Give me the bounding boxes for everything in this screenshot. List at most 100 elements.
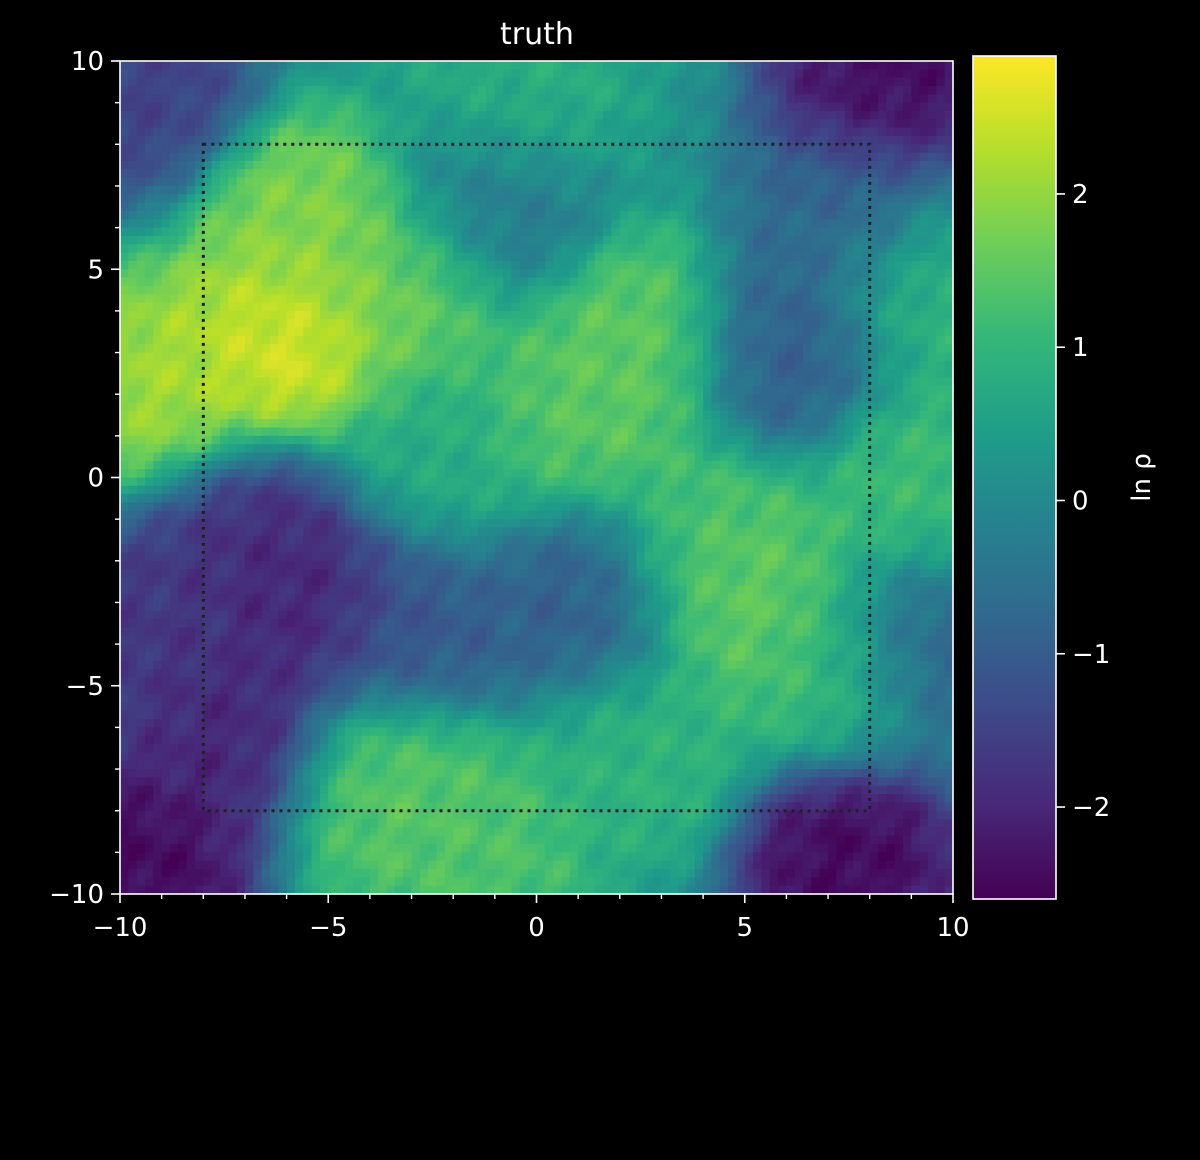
heatmap-cell: [294, 244, 304, 254]
heatmap-cell: [853, 394, 862, 404]
heatmap-cell: [619, 377, 629, 387]
heatmap-cell: [669, 219, 679, 229]
heatmap-cell: [528, 227, 538, 237]
heatmap-cell: [128, 352, 138, 362]
heatmap-cell: [528, 119, 538, 129]
heatmap-cell: [861, 310, 871, 320]
heatmap-cell: [411, 327, 421, 337]
heatmap-cell: [569, 385, 579, 395]
heatmap-cell: [120, 435, 129, 445]
heatmap-cell: [503, 135, 513, 145]
heatmap-cell: [544, 177, 554, 187]
heatmap-cell: [644, 302, 654, 312]
heatmap-cell: [169, 260, 179, 270]
heatmap-cell: [403, 219, 413, 229]
heatmap-cell: [503, 127, 513, 137]
heatmap-cell: [878, 127, 887, 137]
heatmap-cell: [494, 119, 504, 129]
heatmap-cell: [944, 410, 954, 420]
heatmap-cell: [186, 235, 196, 245]
heatmap-cell: [444, 127, 454, 137]
heatmap-cell: [278, 410, 288, 420]
heatmap-cell: [361, 77, 371, 87]
heatmap-cell: [769, 360, 779, 370]
heatmap-cell: [428, 402, 438, 412]
heatmap-cell: [311, 219, 321, 229]
heatmap-cell: [228, 160, 238, 170]
heatmap-cell: [503, 419, 513, 429]
heatmap-cell: [911, 294, 921, 304]
heatmap-cell: [294, 169, 304, 179]
heatmap-cell: [336, 210, 346, 220]
heatmap-cell: [194, 210, 204, 220]
heatmap-cell: [944, 385, 954, 395]
heatmap-cell: [336, 127, 346, 137]
heatmap-cell: [394, 85, 404, 95]
heatmap-cell: [919, 169, 929, 179]
heatmap-cell: [128, 427, 138, 437]
heatmap-cell: [169, 452, 179, 462]
heatmap-cell: [528, 269, 538, 279]
heatmap-cell: [544, 294, 554, 304]
heatmap-cell: [178, 110, 188, 120]
heatmap-cell: [436, 160, 446, 170]
heatmap-cell: [911, 227, 921, 237]
heatmap-cell: [136, 219, 146, 229]
heatmap-cell: [303, 260, 313, 270]
heatmap-cell: [244, 277, 254, 287]
heatmap-cell: [253, 444, 263, 454]
heatmap-cell: [611, 77, 621, 87]
heatmap-cell: [286, 427, 296, 437]
heatmap-cell: [586, 427, 596, 437]
heatmap-cell: [228, 419, 238, 429]
heatmap-cell: [219, 277, 229, 287]
heatmap-cell: [844, 185, 854, 195]
heatmap-cell: [378, 452, 388, 462]
heatmap-cell: [353, 277, 363, 287]
heatmap-cell: [136, 410, 146, 420]
heatmap-cell: [711, 402, 721, 412]
heatmap-cell: [836, 69, 846, 79]
heatmap-cell: [411, 177, 421, 187]
heatmap-cell: [228, 269, 238, 279]
heatmap-cell: [511, 435, 521, 445]
heatmap-cell: [769, 77, 779, 87]
heatmap-cell: [419, 194, 429, 204]
heatmap-cell: [444, 244, 454, 254]
heatmap-cell: [594, 244, 604, 254]
heatmap-cell: [561, 377, 571, 387]
heatmap-cell: [394, 335, 404, 345]
heatmap-cell: [911, 210, 921, 220]
heatmap-cell: [569, 77, 579, 87]
heatmap-cell: [744, 285, 754, 295]
heatmap-cell: [128, 377, 138, 387]
heatmap-cell: [469, 385, 479, 395]
heatmap-cell: [778, 427, 787, 437]
heatmap-cell: [144, 335, 154, 345]
heatmap-cell: [169, 61, 179, 70]
heatmap-cell: [753, 169, 763, 179]
heatmap-cell: [694, 135, 704, 145]
heatmap-cell: [169, 294, 179, 304]
heatmap-cell: [786, 260, 796, 270]
heatmap-cell: [686, 327, 696, 337]
heatmap-cell: [936, 152, 946, 162]
heatmap-cell: [511, 344, 521, 354]
heatmap-cell: [453, 269, 463, 279]
heatmap-cell: [344, 119, 354, 129]
heatmap-cell: [903, 135, 912, 145]
heatmap-cell: [186, 394, 196, 404]
heatmap-cell: [386, 427, 396, 437]
heatmap-cell: [236, 144, 246, 154]
heatmap-cell: [869, 285, 879, 295]
heatmap-cell: [469, 269, 479, 279]
heatmap-cell: [861, 227, 871, 237]
heatmap-cell: [853, 460, 862, 470]
heatmap-cell: [269, 94, 279, 104]
heatmap-cell: [578, 285, 588, 295]
heatmap-cell: [786, 94, 796, 104]
heatmap-cell: [611, 144, 621, 154]
heatmap-cell: [911, 160, 921, 170]
heatmap-cell: [311, 294, 321, 304]
heatmap-cell: [428, 319, 438, 329]
